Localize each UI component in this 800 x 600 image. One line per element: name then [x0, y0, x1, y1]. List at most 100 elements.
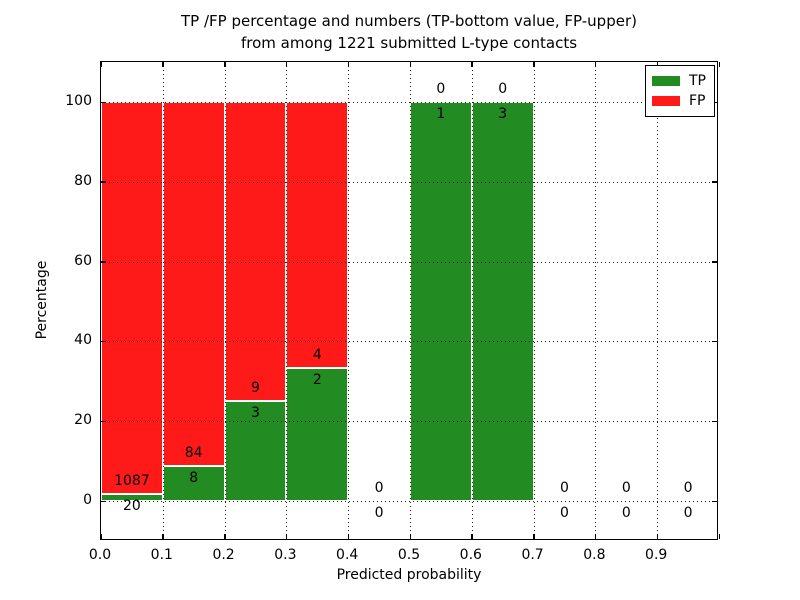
legend-row-tp: TP — [652, 71, 708, 91]
plot-area: 1087 20 84 8 9 3 4 2 0 0 0 1 0 3 0 0 0 0 0 0 — [100, 61, 720, 540]
fp-color-swatch — [652, 96, 680, 106]
y-tick-right-80 — [712, 181, 717, 183]
x-tick-top-1 — [718, 62, 720, 67]
tp-count-label-0.2-0.3: 3 — [251, 405, 260, 422]
x-tick-bottom-0 — [100, 534, 102, 539]
bar-fp-0.2-0.3 — [224, 102, 287, 402]
gridline-y-60 — [101, 261, 717, 263]
x-tick-label-0.8: 0.8 — [583, 547, 606, 563]
gridline-x-0.4 — [348, 62, 350, 539]
x-tick-label-0.4: 0.4 — [336, 547, 359, 563]
tp-count-label-0.9-1.0: 0 — [683, 505, 693, 521]
x-tick-label-0.9: 0.9 — [645, 547, 668, 563]
chart-title: TP /FP percentage and numbers (TP-bottom… — [100, 10, 718, 54]
x-tick-top-0.9 — [656, 62, 659, 67]
x-tick-bottom-0.9 — [656, 534, 659, 539]
x-tick-top-0.7 — [533, 62, 535, 67]
x-tick-top-0.2 — [224, 62, 226, 67]
bar-tp-0.1-0.2 — [162, 466, 225, 501]
x-tick-bottom-0.3 — [285, 534, 288, 539]
gridline-y-40 — [101, 341, 717, 343]
legend-label-tp: TP — [689, 73, 706, 89]
bar-fp-0.0-0.1 — [101, 102, 163, 494]
y-tick-left-40 — [101, 340, 106, 343]
tp-count-label-0.1-0.2: 8 — [189, 470, 199, 487]
bar-tp-0.3-0.4 — [286, 368, 349, 501]
y-tick-right-20 — [712, 420, 717, 423]
gridline-y-80 — [101, 181, 717, 183]
fp-count-label-0.0-0.1: 1087 — [114, 472, 150, 489]
y-tick-label-40: 40 — [74, 332, 92, 349]
y-tick-left-0 — [101, 500, 106, 502]
gridline-x-0.3 — [286, 62, 288, 539]
x-tick-bottom-0.5 — [409, 534, 411, 539]
gridline-x-0.7 — [533, 62, 535, 539]
y-tick-label-60: 60 — [74, 252, 92, 269]
y-tick-left-60 — [101, 261, 106, 263]
fp-count-label-0.5-0.6: 0 — [436, 81, 446, 97]
x-tick-top-0.1 — [162, 62, 164, 67]
gridline-x-0.1 — [162, 62, 164, 539]
fp-count-label-0.2-0.3: 9 — [251, 380, 260, 397]
x-tick-bottom-0.8 — [594, 534, 597, 539]
legend-row-fp: FP — [652, 91, 708, 111]
tp-count-label-0.4-0.5: 0 — [374, 505, 384, 521]
tp-count-label-0.3-0.4: 2 — [312, 372, 322, 388]
y-tick-left-80 — [101, 181, 106, 183]
tp-count-label-0.7-0.8: 0 — [560, 505, 569, 521]
tp-count-label-0.8-0.9: 0 — [621, 505, 631, 521]
tp-count-label-0.5-0.6: 1 — [436, 106, 446, 122]
fp-count-label-0.1-0.2: 84 — [184, 445, 203, 462]
y-tick-left-100 — [101, 101, 106, 103]
gridline-y-20 — [101, 421, 717, 423]
y-tick-label-100: 100 — [65, 93, 92, 109]
y-tick-label-80: 80 — [74, 172, 92, 189]
y-tick-label-0: 0 — [83, 492, 92, 508]
x-tick-bottom-0.1 — [162, 534, 164, 539]
y-tick-right-40 — [712, 340, 717, 343]
x-tick-top-0 — [100, 62, 102, 67]
gridline-y-0 — [101, 501, 717, 502]
bar-fp-0.1-0.2 — [162, 102, 225, 467]
x-tick-bottom-0.2 — [224, 534, 226, 539]
gridline-x-0.6 — [471, 62, 473, 539]
fp-count-label-0.4-0.5: 0 — [374, 480, 384, 496]
fp-count-label-0.9-1.0: 0 — [683, 480, 693, 496]
bar-fp-0.3-0.4 — [286, 102, 349, 368]
legend: TP FP — [645, 65, 715, 117]
gridline-x-0.5 — [410, 62, 411, 539]
tp-count-label-0.0-0.1: 20 — [122, 497, 141, 514]
y-tick-right-60 — [712, 261, 717, 263]
x-tick-bottom-0.4 — [347, 534, 350, 539]
x-axis-label: Predicted probability — [336, 567, 482, 583]
chart-title-line-2: from among 1221 submitted L-type contact… — [240, 34, 578, 52]
x-tick-label-0.6: 0.6 — [459, 547, 482, 563]
x-tick-top-0.5 — [409, 62, 411, 67]
x-tick-top-0.8 — [594, 62, 597, 67]
chart-title-line-1: TP /FP percentage and numbers (TP-bottom… — [181, 12, 637, 30]
x-tick-bottom-0.6 — [471, 534, 473, 539]
fp-count-label-0.8-0.9: 0 — [621, 480, 631, 496]
x-tick-label-0.1: 0.1 — [150, 547, 173, 563]
y-tick-right-0 — [712, 500, 717, 502]
x-tick-label-0.2: 0.2 — [212, 547, 235, 563]
bar-tp-0.0-0.1 — [101, 493, 163, 501]
y-tick-left-20 — [101, 420, 106, 423]
gridline-x-0.9 — [657, 62, 659, 539]
x-tick-label-0.3: 0.3 — [274, 547, 297, 563]
x-tick-label-0.5: 0.5 — [397, 547, 421, 563]
bar-tp-0.6-0.7 — [471, 102, 534, 501]
x-tick-bottom-1 — [718, 534, 720, 539]
x-tick-label-0.0: 0.0 — [88, 547, 112, 563]
gridline-y-100 — [101, 102, 717, 103]
x-tick-top-0.3 — [285, 62, 288, 67]
tp-color-swatch — [652, 76, 680, 86]
fp-count-label-0.3-0.4: 4 — [312, 347, 322, 363]
gridline-x-0.8 — [595, 62, 597, 539]
fp-count-label-0.7-0.8: 0 — [560, 480, 569, 496]
x-tick-top-0.6 — [471, 62, 473, 67]
fp-count-label-0.6-0.7: 0 — [498, 81, 508, 97]
y-tick-label-20: 20 — [74, 412, 92, 429]
gridline-x-0.2 — [224, 62, 226, 539]
